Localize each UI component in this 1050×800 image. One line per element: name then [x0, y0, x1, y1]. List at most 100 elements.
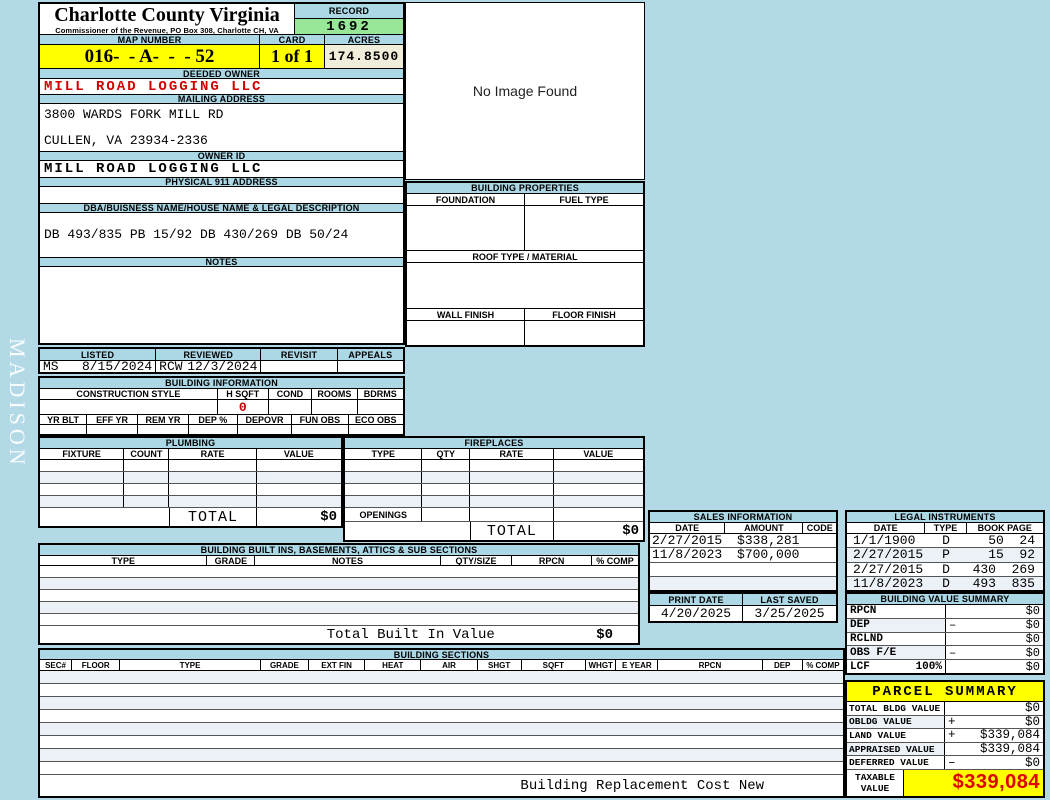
legal-instruments-panel: LEGAL INSTRUMENTS DATE TYPE BOOK PAGE 1/…: [845, 510, 1045, 592]
listed-value: MS 8/15/2024: [40, 359, 157, 374]
table-row: [40, 762, 843, 775]
last-saved-label: LAST SAVED: [743, 594, 836, 606]
dba-legal-description-label: DBA/BUISNESS NAME/HOUSE NAME & LEGAL DES…: [40, 203, 403, 213]
building-properties-panel: BUILDING PROPERTIES FOUNDATION FUEL TYPE…: [405, 181, 645, 347]
foundation-fuel-values: [407, 206, 643, 250]
bvs-row: RPCN $0: [847, 604, 1043, 619]
replacement-cost-label: Building Replacement Cost New: [520, 777, 765, 794]
building-information-title: BUILDING INFORMATION: [40, 378, 403, 389]
owner-id-value: MILL ROAD LOGGING LLC: [44, 161, 263, 177]
card-value: 1 of 1: [260, 45, 325, 68]
notes-label: NOTES: [40, 257, 403, 267]
wall-floor-values: [407, 321, 643, 345]
county-header: Charlotte County Virginia Commissioner o…: [40, 4, 295, 35]
table-row: [40, 578, 638, 590]
print-info-value-row: 4/20/2025 3/25/2025: [650, 606, 836, 621]
physical-911-address-value: [40, 187, 403, 203]
openings-label: OPENINGS: [345, 508, 423, 521]
plumbing-title: PLUMBING: [40, 438, 341, 449]
plumbing-panel: PLUMBING FIXTURE COUNT RATE VALUE TOTAL …: [38, 436, 343, 528]
record-label: RECORD: [295, 4, 403, 19]
owner-info-panel: Charlotte County Virginia Commissioner o…: [38, 2, 405, 345]
county-header-row: Charlotte County Virginia Commissioner o…: [40, 4, 403, 35]
built-ins-panel: BUILDING BUILT INS, BASEMENTS, ATTICS & …: [38, 543, 640, 645]
built-ins-total-label: Total Built In Value: [326, 626, 495, 643]
sales-title: SALES INFORMATION: [650, 512, 836, 523]
bvs-row: LCF 100% $0: [847, 660, 1043, 674]
revisit-value: [261, 361, 338, 372]
building-value-summary-title: BUILDING VALUE SUMMARY: [847, 594, 1043, 605]
table-row: [345, 472, 643, 484]
table-row: [40, 749, 843, 762]
table-row: [345, 496, 643, 508]
table-row: [40, 496, 341, 508]
taxable-value-amount: $339,084: [904, 769, 1043, 796]
built-ins-total-row: Total Built In Value $0: [40, 626, 638, 643]
print-info-panel: PRINT DATE LAST SAVED 4/20/2025 3/25/202…: [648, 592, 838, 623]
table-row: [345, 460, 643, 472]
plumbing-header-row: FIXTURE COUNT RATE VALUE: [40, 449, 341, 460]
sidebar-district-label: MADISON: [5, 338, 30, 469]
legal-description-value: DB 493/835 PB 15/92 DB 430/269 DB 50/24: [44, 227, 349, 242]
table-row: [40, 602, 638, 614]
built-ins-total-value: $0: [596, 626, 613, 643]
record-box: RECORD 1692: [295, 4, 403, 35]
mailing-address-label: MAILING ADDRESS: [40, 94, 403, 104]
legal-row: 2/27/2015 P 15 92: [847, 547, 1043, 563]
no-image-placeholder: No Image Found: [472, 83, 578, 99]
fireplaces-total-row: TOTAL $0: [345, 522, 643, 540]
notes-box: [40, 267, 403, 343]
legal-row: 2/27/2015 D 430 269: [847, 562, 1043, 577]
table-row: [40, 671, 843, 684]
table-row: [345, 484, 643, 496]
parcel-row: DEFERRED VALUE – $0: [847, 756, 1043, 770]
parcel-row: OBLDG VALUE + $0: [847, 715, 1043, 730]
review-value-row: MS 8/15/2024 RCW 12/3/2024: [40, 359, 403, 374]
bvs-row: OBS F/E – $0: [847, 646, 1043, 661]
foundation-fuel-header-row: FOUNDATION FUEL TYPE: [407, 194, 643, 206]
county-subtitle: Commissioner of the Revenue, PO Box 308,…: [55, 26, 279, 35]
listed-label: LISTED: [40, 349, 157, 361]
fireplaces-total-value: $0: [622, 523, 639, 539]
revisit-label: REVISIT: [261, 349, 338, 361]
fireplaces-header-row: TYPE QTY RATE VALUE: [345, 449, 643, 460]
wall-finish-label: WALL FINISH: [407, 309, 525, 321]
map-number-value: 016- - A- - - 52: [40, 45, 260, 68]
fuel-type-label: FUEL TYPE: [525, 194, 643, 206]
built-ins-header-row: TYPE GRADE NOTES QTY/SIZE RPCN % COMP: [40, 556, 638, 566]
building-info-header-row1: CONSTRUCTION STYLE H SQFT COND ROOMS BDR…: [40, 389, 403, 400]
sales-information-panel: SALES INFORMATION DATE AMOUNT CODE 2/27/…: [648, 510, 838, 592]
plumbing-total-label: TOTAL: [169, 508, 257, 526]
legal-row: 11/8/2023 D 493 835: [847, 576, 1043, 591]
taxable-value-label: TAXABLE VALUE: [847, 769, 904, 796]
table-row: [40, 460, 341, 472]
sales-row: [650, 563, 836, 577]
legal-header-row: DATE TYPE BOOK PAGE: [847, 523, 1043, 534]
property-photo-panel: No Image Found: [405, 2, 645, 180]
map-number-label: MAP NUMBER: [40, 34, 260, 45]
fireplaces-panel: FIREPLACES TYPE QTY RATE VALUE OPENINGS …: [343, 436, 645, 542]
sales-header-row: DATE AMOUNT CODE: [650, 523, 836, 534]
parcel-row: TOTAL BLDG VALUE $0: [847, 701, 1043, 716]
mailing-address-block: 3800 WARDS FORK MILL RD CULLEN, VA 23934…: [40, 104, 403, 151]
wall-floor-header-row: WALL FINISH FLOOR FINISH: [407, 308, 643, 321]
mailing-address-line1: 3800 WARDS FORK MILL RD: [44, 107, 224, 122]
review-header-row: LISTED REVIEWED REVISIT APPEALS: [40, 349, 403, 361]
review-panel: LISTED REVIEWED REVISIT APPEALS MS 8/15/2…: [38, 347, 405, 374]
owner-id-label: OWNER ID: [40, 151, 403, 161]
legal-title: LEGAL INSTRUMENTS: [847, 512, 1043, 523]
print-date-label: PRINT DATE: [650, 594, 743, 606]
appeals-label: APPEALS: [337, 349, 403, 361]
reviewed-value: RCW 12/3/2024: [156, 359, 262, 374]
bvs-row: DEP – $0: [847, 618, 1043, 633]
table-row: [40, 614, 638, 626]
legal-row: 1/1/1900 D 50 24: [847, 533, 1043, 549]
h-sqft-value: 0: [218, 400, 269, 415]
foundation-label: FOUNDATION: [407, 194, 525, 206]
table-row: [40, 484, 341, 496]
print-date-value: 4/20/2025: [650, 606, 743, 621]
building-sections-footer-row: Building Replacement Cost New: [40, 775, 843, 796]
built-ins-title: BUILDING BUILT INS, BASEMENTS, ATTICS & …: [40, 545, 638, 556]
parcel-row: LAND VALUE + $339,084: [847, 728, 1043, 743]
